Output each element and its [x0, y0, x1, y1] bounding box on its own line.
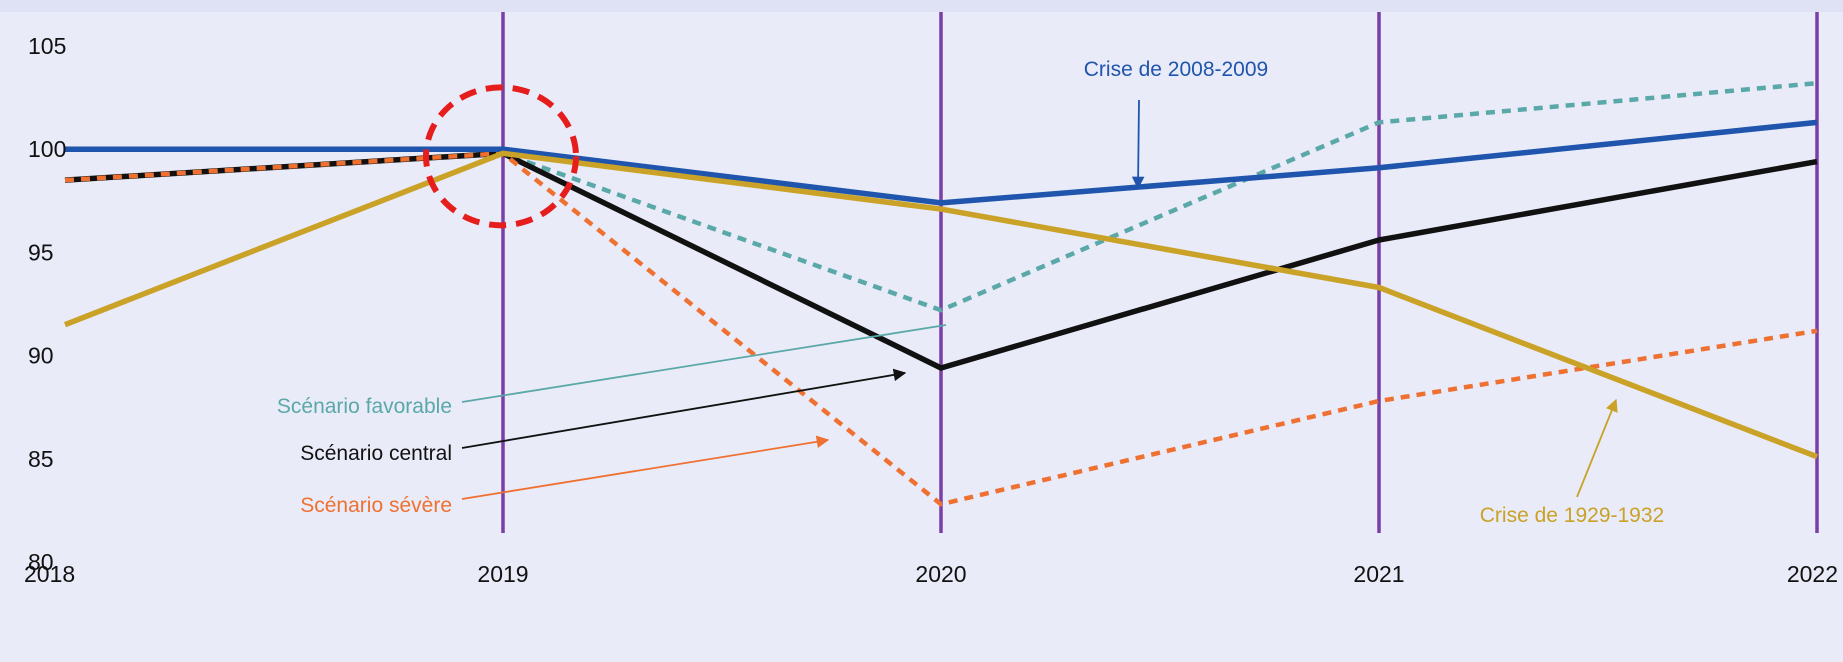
y-tick-label: 90 [28, 343, 54, 369]
year-divider-lines [501, 12, 1819, 533]
annotation-arrow [1576, 398, 1618, 498]
annotation-label: Crise de 2008-2009 [1084, 58, 1268, 81]
series-annotations: Crise de 2008-2009 Scénario favorable Scén… [277, 58, 1664, 527]
annotation-arrow [1131, 99, 1145, 190]
axis-ticks: 80 85 90 95 100 105 2018 2019 2020 2021 2022 [24, 33, 1838, 587]
x-tick-label: 2022 [1787, 561, 1838, 587]
x-tick-label: 2018 [24, 561, 75, 587]
y-tick-label: 85 [28, 446, 54, 472]
annotation-arrow [461, 435, 830, 500]
annotation-arrow [461, 368, 907, 449]
clipped-caption-strip [0, 0, 1843, 12]
series-line-crise-de-2008-2009 [65, 119, 1818, 206]
annotation-label: Scénario sévère [300, 494, 452, 517]
annotation-arrow [461, 324, 947, 403]
y-tick-label: 95 [28, 239, 54, 265]
y-tick-label: 100 [28, 136, 66, 162]
x-tick-label: 2019 [477, 561, 528, 587]
highlight-circle [423, 84, 579, 229]
series-line-scenario-severe [64, 151, 1818, 507]
highlight-marker [423, 84, 579, 229]
y-tick-label: 80 [28, 549, 54, 575]
x-tick-label: 2020 [915, 561, 966, 587]
series-line-crise-de-1929-1932 [63, 150, 1818, 460]
y-tick-label: 105 [28, 33, 66, 59]
x-tick-label: 2021 [1353, 561, 1404, 587]
annotation-label: Scénario favorable [277, 395, 452, 418]
series-lines [63, 80, 1818, 507]
annotation-label: Scénario central [300, 442, 452, 465]
annotation-label: Crise de 1929-1932 [1480, 504, 1664, 527]
